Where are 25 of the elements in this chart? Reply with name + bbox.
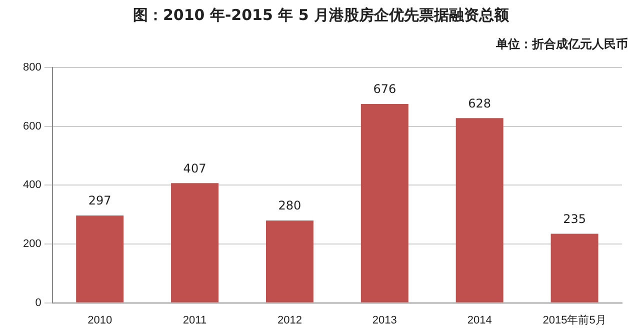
data-label: 628 bbox=[468, 96, 492, 110]
y-tick-label: 400 bbox=[22, 179, 42, 192]
x-tick-label: 2012 bbox=[277, 314, 302, 326]
x-tick-label: 2013 bbox=[372, 314, 397, 326]
bar bbox=[360, 104, 408, 302]
y-tick-label: 800 bbox=[22, 62, 42, 74]
y-tick-label: 0 bbox=[35, 296, 42, 309]
x-tick-label: 2011 bbox=[182, 314, 207, 326]
bar bbox=[550, 234, 598, 302]
x-tick-label: 2010 bbox=[88, 314, 112, 326]
chart-title: 图：2010 年-2015 年 5 月港股房企优先票据融资总额 bbox=[132, 6, 510, 25]
data-label: 280 bbox=[278, 198, 302, 213]
x-tick-label: 2015年前5月 bbox=[542, 314, 606, 326]
y-tick-label: 600 bbox=[22, 120, 42, 132]
chart-subtitle: 单位：折合成亿元人民币 bbox=[496, 36, 628, 53]
data-label: 235 bbox=[563, 212, 586, 226]
bar bbox=[171, 183, 218, 302]
bar bbox=[266, 220, 314, 302]
y-tick-label: 200 bbox=[22, 238, 42, 250]
bar bbox=[76, 215, 124, 302]
data-label: 676 bbox=[373, 82, 396, 96]
data-label: 407 bbox=[183, 161, 206, 176]
data-label: 297 bbox=[88, 194, 112, 208]
x-tick-label: 2014 bbox=[467, 314, 492, 326]
bar bbox=[456, 118, 504, 302]
